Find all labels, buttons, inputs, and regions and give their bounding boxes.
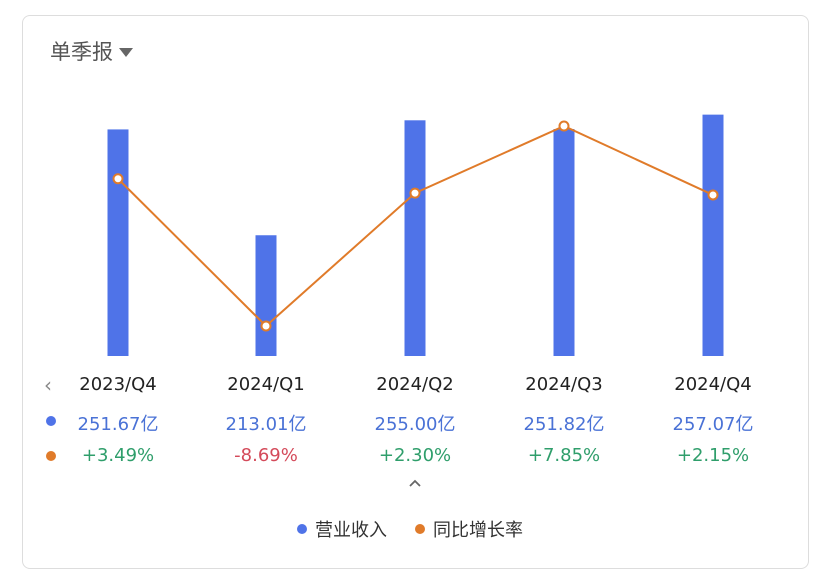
growth-value-label: +2.15% [676, 445, 750, 466]
revenue-bar[interactable] [255, 235, 277, 356]
revenue-value-label: 251.67亿 [77, 414, 159, 435]
growth-point[interactable] [260, 320, 272, 332]
growth-value-label: +2.30% [378, 445, 452, 466]
legend: 营业收入 同比增长率 [0, 516, 820, 542]
legend-dot-growth [415, 524, 425, 534]
period-selector[interactable]: 单季报 [50, 36, 133, 66]
revenue-bar[interactable] [404, 120, 426, 357]
period-selector-label: 单季报 [50, 40, 113, 64]
x-tick-label: 2024/Q1 [227, 374, 305, 395]
revenue-bar[interactable] [702, 114, 724, 356]
chevron-up-icon[interactable] [408, 476, 422, 490]
legend-item-revenue[interactable]: 营业收入 [297, 516, 387, 542]
revenue-bar[interactable] [553, 129, 575, 356]
growth-row-marker [46, 451, 56, 461]
legend-label-revenue: 营业收入 [315, 520, 387, 541]
growth-point[interactable] [409, 187, 421, 199]
growth-value-label: +3.49% [81, 445, 155, 466]
revenue-bar[interactable] [107, 129, 129, 356]
revenue-value-label: 213.01亿 [225, 414, 307, 435]
revenue-value-label: 255.00亿 [374, 414, 456, 435]
growth-point[interactable] [707, 189, 719, 201]
chevron-left-icon[interactable]: ‹ [44, 373, 52, 397]
revenue-value-label: 251.82亿 [523, 414, 605, 435]
legend-item-growth[interactable]: 同比增长率 [415, 516, 523, 542]
growth-value-label: -8.69% [234, 445, 298, 466]
growth-value-label: +7.85% [527, 445, 601, 466]
legend-label-growth: 同比增长率 [433, 520, 523, 541]
x-tick-label: 2024/Q2 [376, 374, 454, 395]
legend-dot-revenue [297, 524, 307, 534]
x-tick-label: 2023/Q4 [79, 374, 157, 395]
x-tick-label: 2024/Q4 [674, 374, 752, 395]
growth-point[interactable] [112, 173, 124, 185]
caret-down-icon [119, 48, 133, 57]
revenue-row-marker [46, 416, 56, 426]
revenue-value-label: 257.07亿 [672, 414, 754, 435]
x-tick-label: 2024/Q3 [525, 374, 603, 395]
growth-point[interactable] [558, 120, 570, 132]
